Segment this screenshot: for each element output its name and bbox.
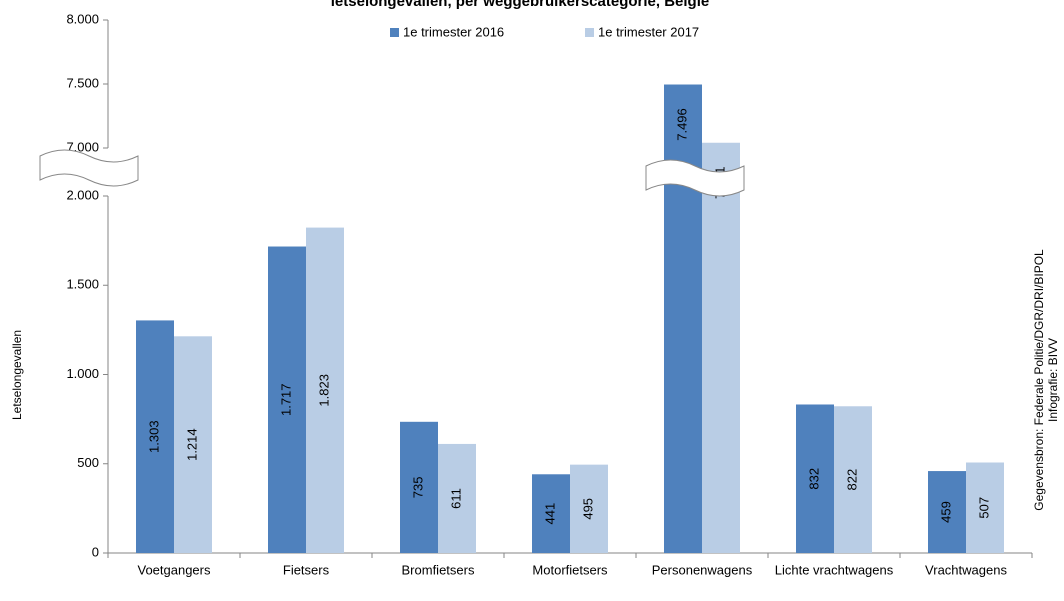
bar (702, 142, 740, 553)
data-label: 441 (542, 503, 557, 525)
bar (306, 227, 344, 554)
data-label: 495 (580, 498, 595, 520)
y-axis-label: Letselongevallen (10, 330, 24, 420)
x-tick-label: Bromfietsers (402, 562, 475, 577)
x-tick-label: Lichte vrachtwagens (775, 562, 894, 577)
bar (400, 421, 438, 553)
x-tick-label: Fietsers (283, 562, 330, 577)
bar (268, 246, 306, 553)
data-label: 832 (806, 468, 821, 490)
bar (664, 84, 702, 554)
data-label: 822 (844, 469, 859, 491)
y-tick-label: 500 (77, 455, 99, 470)
legend-label: 1e trimester 2016 (403, 24, 504, 39)
y-tick-label: 2.000 (66, 187, 99, 202)
data-label: 1.823 (316, 374, 331, 407)
y-tick-label: 1.000 (66, 366, 99, 381)
credit: Infografie: BIVV (1046, 338, 1060, 422)
data-label: 1.303 (146, 420, 161, 453)
data-label: 459 (938, 501, 953, 523)
x-tick-label: Voetgangers (137, 562, 211, 577)
data-label: 7.496 (674, 108, 689, 141)
bar (136, 320, 174, 553)
chart-title: letselongevallen, per weggebruikerscateg… (331, 0, 709, 10)
data-label: 735 (410, 477, 425, 499)
y-tick-label: 7.500 (66, 75, 99, 90)
bar (834, 406, 872, 553)
source: Gegevensbron: Federale Politie/DGR/DRI/B… (1032, 249, 1046, 511)
legend-label: 1e trimester 2017 (598, 24, 699, 39)
data-label: 1.717 (278, 383, 293, 416)
legend-swatch (585, 28, 594, 37)
x-tick-label: Personenwagens (652, 562, 753, 577)
bar-break (645, 159, 745, 197)
bar (438, 443, 476, 553)
bar (966, 462, 1004, 553)
bar (928, 471, 966, 553)
bar (796, 404, 834, 553)
y-tick-label: 8.000 (66, 11, 99, 26)
axis-break (39, 149, 139, 187)
y-tick-label: 1.500 (66, 277, 99, 292)
x-tick-label: Vrachtwagens (925, 562, 1007, 577)
bar (570, 464, 608, 553)
bar (174, 336, 212, 553)
data-label: 1.214 (184, 428, 199, 461)
data-label: 611 (448, 488, 463, 509)
bar (532, 474, 570, 553)
data-label: 507 (976, 497, 991, 519)
legend-swatch (390, 28, 399, 37)
y-tick-label: 0 (92, 544, 99, 559)
x-tick-label: Motorfietsers (532, 562, 608, 577)
